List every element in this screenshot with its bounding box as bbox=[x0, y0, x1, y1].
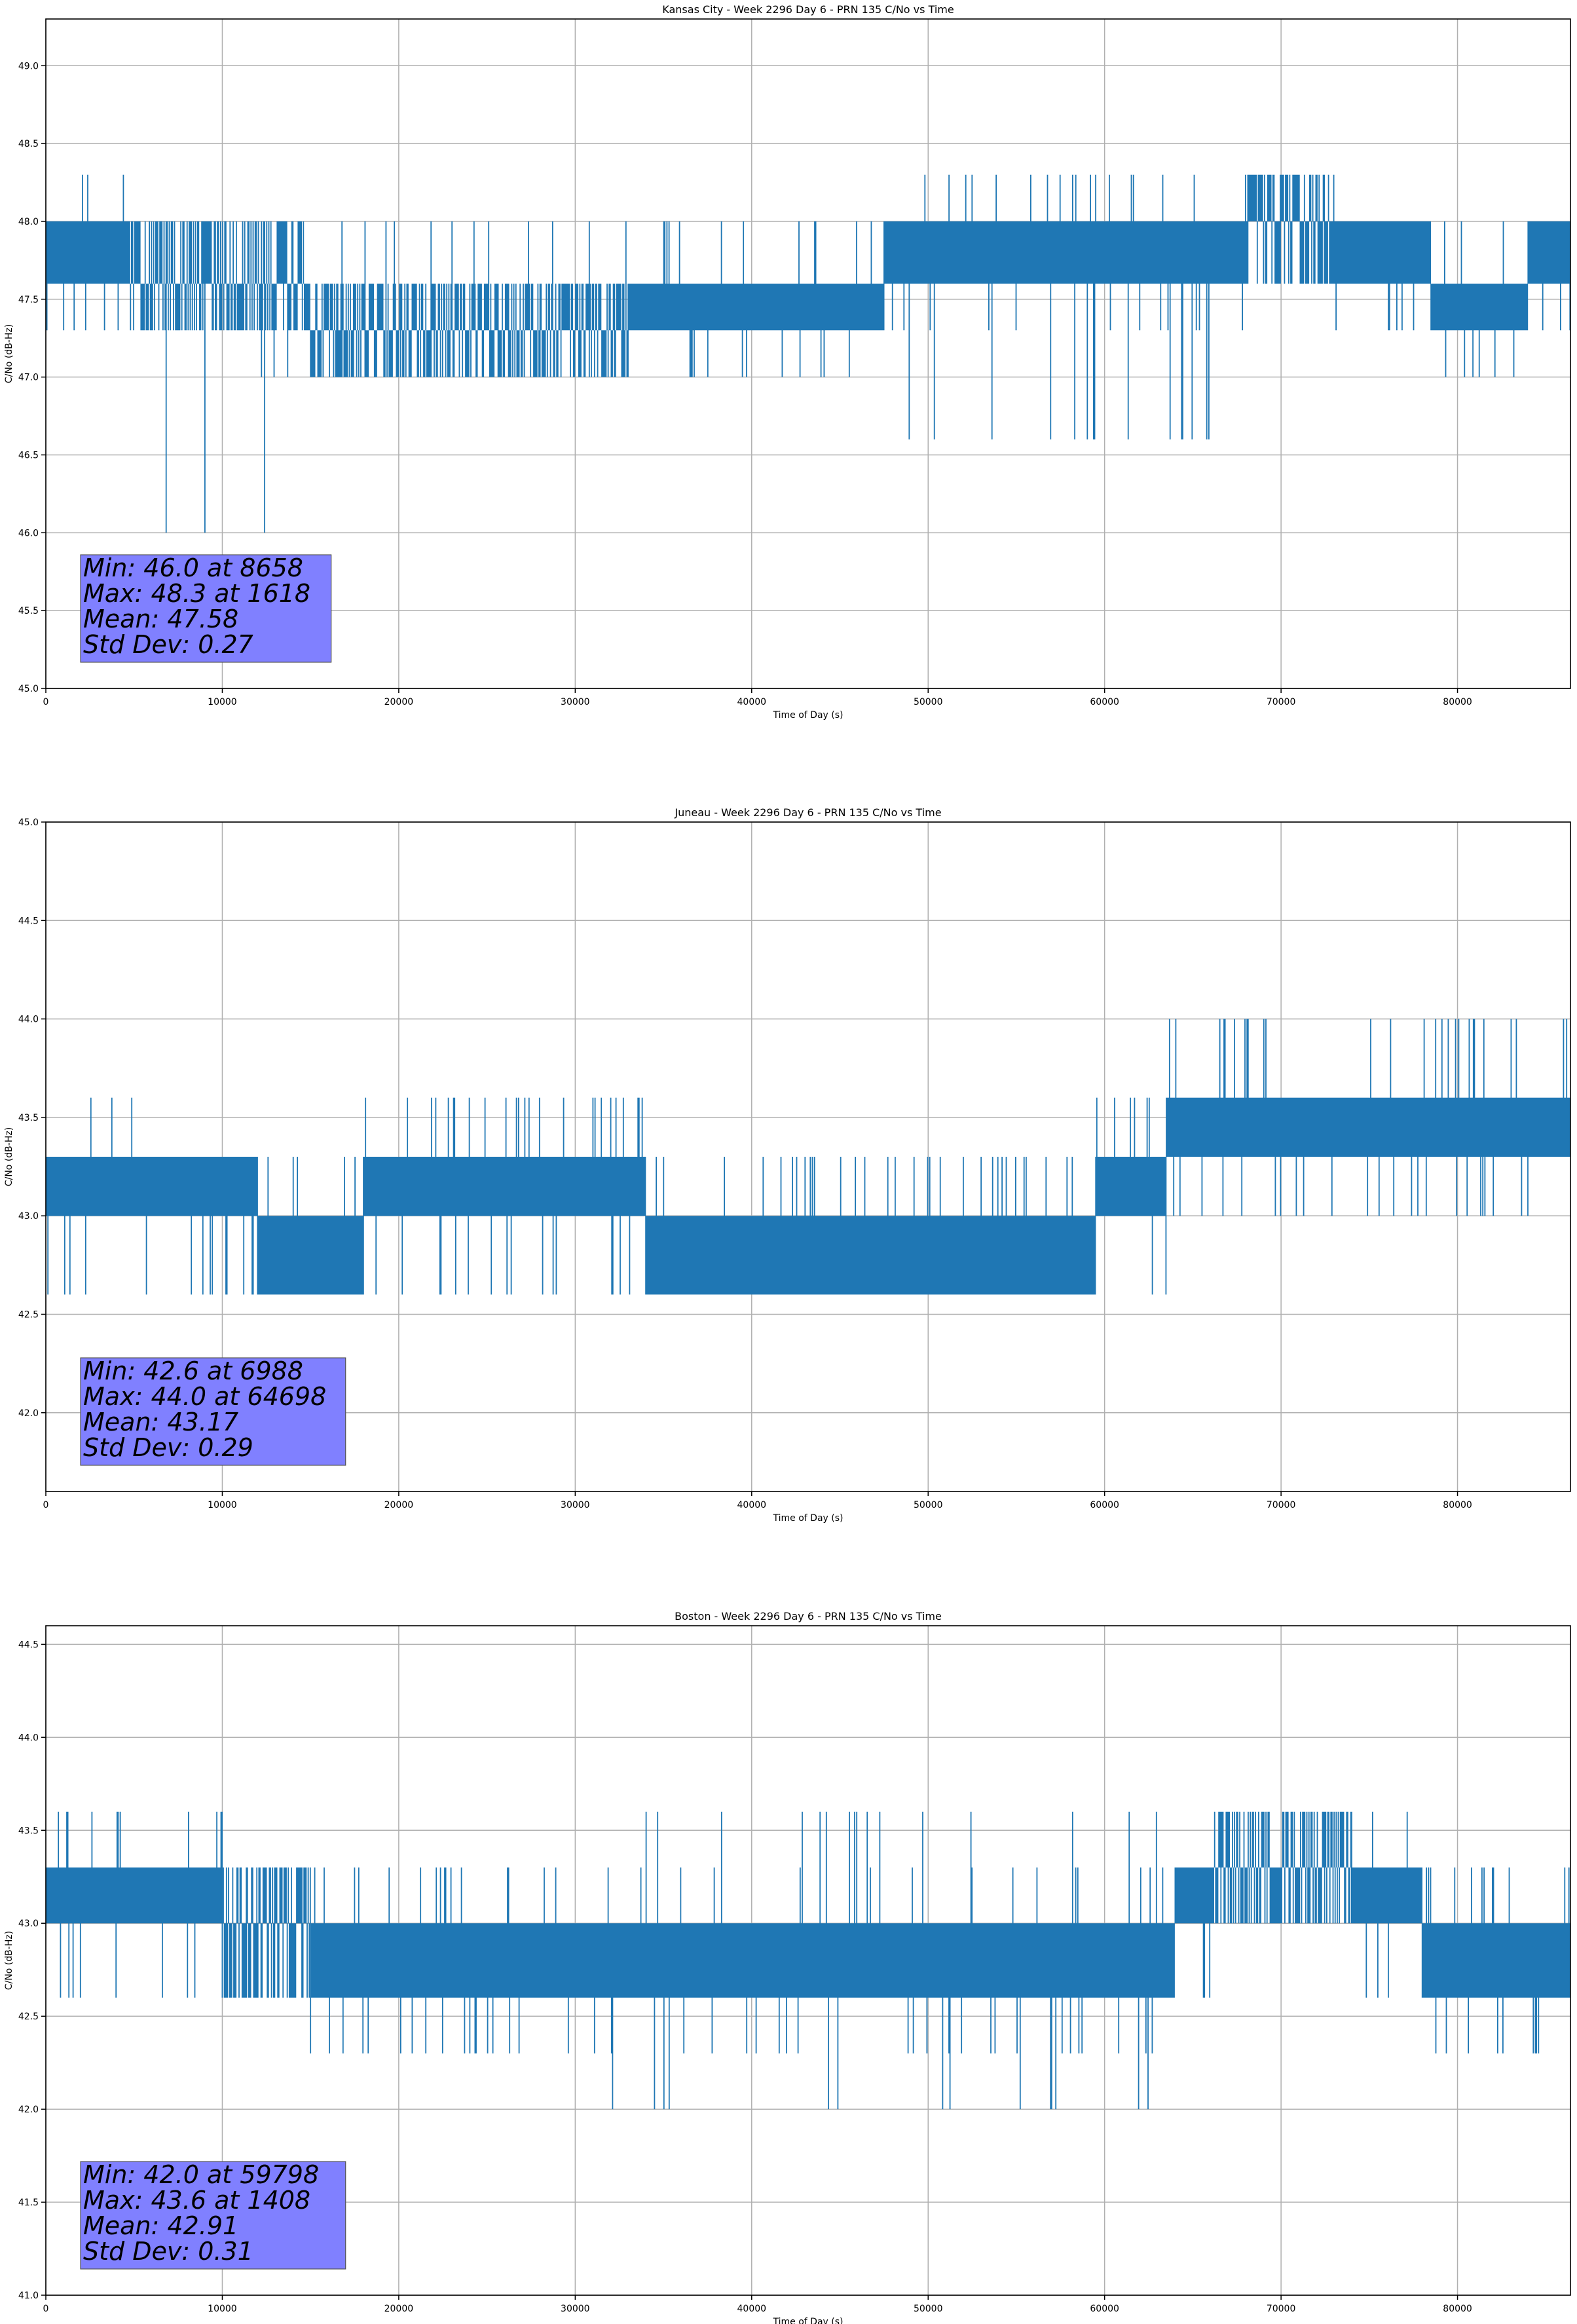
y-tick-label: 42.5 bbox=[18, 1309, 39, 1320]
x-tick-label: 60000 bbox=[1090, 1500, 1119, 1510]
x-tick-label: 50000 bbox=[914, 2304, 943, 2314]
x-tick-label: 30000 bbox=[561, 1500, 590, 1510]
y-tick-label: 42.5 bbox=[18, 2012, 39, 2022]
chart-title: Kansas City - Week 2296 Day 6 - PRN 135 … bbox=[662, 3, 954, 16]
y-tick-label: 44.5 bbox=[18, 916, 39, 926]
axes-frame bbox=[45, 18, 1571, 689]
chart-panel-2: 0 10000 20000 30000 40000 50000 60000 70000 8000… bbox=[4, 806, 1571, 1524]
stats-line: Mean: 43.17 bbox=[83, 1408, 238, 1436]
x-tick-label: 30000 bbox=[561, 697, 590, 707]
y-tick-label: 43.0 bbox=[18, 1919, 39, 1929]
y-tick-label: 43.5 bbox=[18, 1113, 39, 1123]
x-tick-label: 40000 bbox=[737, 2304, 767, 2314]
x-tick-label: 60000 bbox=[1090, 697, 1119, 707]
y-tick-label: 41.0 bbox=[18, 2291, 39, 2301]
y-tick-label: 48.0 bbox=[18, 217, 39, 227]
stats-line: Min: 42.6 at 6988 bbox=[83, 1357, 303, 1385]
stats-box bbox=[80, 2161, 346, 2270]
stats-line: Mean: 42.91 bbox=[83, 2211, 238, 2240]
x-axis-label: Time of Day (s) bbox=[773, 1513, 844, 1524]
x-tick-label: 40000 bbox=[737, 1500, 767, 1510]
x-tick-label: 70000 bbox=[1267, 697, 1296, 707]
y-tick-label: 44.0 bbox=[18, 1733, 39, 1743]
stats-box bbox=[80, 554, 332, 663]
y-tick-label: 43.5 bbox=[18, 1826, 39, 1836]
y-tick-label: 42.0 bbox=[18, 1408, 39, 1419]
x-tick-label: 50000 bbox=[914, 697, 943, 707]
x-tick-label: 60000 bbox=[1090, 2304, 1119, 2314]
stats-line: Min: 46.0 at 8658 bbox=[83, 553, 303, 582]
x-tick-label: 70000 bbox=[1267, 1500, 1296, 1510]
y-tick-label: 46.5 bbox=[18, 450, 39, 460]
x-tick-label: 80000 bbox=[1443, 697, 1472, 707]
y-tick-label: 45.0 bbox=[18, 817, 39, 828]
stats-line: Max: 43.6 at 1408 bbox=[83, 2186, 310, 2215]
x-tick-label: 10000 bbox=[208, 2304, 237, 2314]
stats-line: Mean: 47.58 bbox=[83, 605, 238, 633]
y-tick-label: 44.5 bbox=[18, 1640, 39, 1650]
x-tick-label: 70000 bbox=[1267, 2304, 1296, 2314]
axes-frame bbox=[45, 821, 1571, 1492]
cno-series-line bbox=[46, 174, 1570, 533]
x-tick-label: 50000 bbox=[914, 1500, 943, 1510]
axes-frame bbox=[45, 1625, 1571, 2296]
cno-series-line bbox=[46, 1811, 1570, 2110]
chart-panel-3: 0 10000 20000 30000 40000 50000 60000 70000 8000… bbox=[4, 1610, 1571, 2324]
stats-line: Std Dev: 0.27 bbox=[83, 630, 253, 659]
chart-panel-1: 0 10000 20000 30000 40000 50000 60000 70000 8000… bbox=[4, 3, 1571, 721]
x-tick-label: 0 bbox=[43, 2304, 49, 2314]
y-tick-label: 48.5 bbox=[18, 139, 39, 149]
y-tick-label: 47.0 bbox=[18, 373, 39, 383]
stats-line: Std Dev: 0.31 bbox=[83, 2237, 253, 2266]
x-tick-label: 40000 bbox=[737, 697, 767, 707]
stats-line: Max: 44.0 at 64698 bbox=[83, 1382, 326, 1411]
x-tick-label: 20000 bbox=[384, 697, 414, 707]
y-tick-label: 43.0 bbox=[18, 1211, 39, 1222]
y-axis-label: C/No (dB-Hz) bbox=[4, 324, 14, 383]
x-tick-label: 20000 bbox=[384, 2304, 414, 2314]
x-tick-label: 80000 bbox=[1443, 2304, 1472, 2314]
y-axis-label: C/No (dB-Hz) bbox=[4, 1127, 14, 1186]
y-tick-label: 42.0 bbox=[18, 2105, 39, 2115]
y-tick-label: 49.0 bbox=[18, 61, 39, 71]
x-tick-label: 0 bbox=[43, 1500, 49, 1510]
x-tick-label: 80000 bbox=[1443, 1500, 1472, 1510]
stats-box bbox=[80, 1357, 346, 1466]
y-tick-label: 46.0 bbox=[18, 528, 39, 538]
x-axis-label: Time of Day (s) bbox=[773, 2317, 844, 2324]
y-tick-label: 47.5 bbox=[18, 295, 39, 305]
stats-line: Max: 48.3 at 1618 bbox=[83, 579, 310, 608]
stats-line: Min: 42.0 at 59798 bbox=[83, 2160, 319, 2189]
x-tick-label: 20000 bbox=[384, 1500, 414, 1510]
y-tick-label: 41.5 bbox=[18, 2198, 39, 2208]
x-tick-label: 0 bbox=[43, 697, 49, 707]
x-tick-label: 10000 bbox=[208, 1500, 237, 1510]
y-tick-label: 44.0 bbox=[18, 1015, 39, 1025]
chart-title: Juneau - Week 2296 Day 6 - PRN 135 C/No … bbox=[674, 806, 941, 819]
chart-title: Boston - Week 2296 Day 6 - PRN 135 C/No … bbox=[675, 1610, 942, 1622]
x-axis-label: Time of Day (s) bbox=[773, 710, 844, 721]
y-axis-label: C/No (dB-Hz) bbox=[4, 1931, 14, 1990]
x-tick-label: 30000 bbox=[561, 2304, 590, 2314]
x-tick-label: 10000 bbox=[208, 697, 237, 707]
stats-line: Std Dev: 0.29 bbox=[83, 1433, 253, 1462]
cno-series-line bbox=[46, 1019, 1570, 1295]
y-tick-label: 45.0 bbox=[18, 684, 39, 694]
y-tick-label: 45.5 bbox=[18, 606, 39, 616]
